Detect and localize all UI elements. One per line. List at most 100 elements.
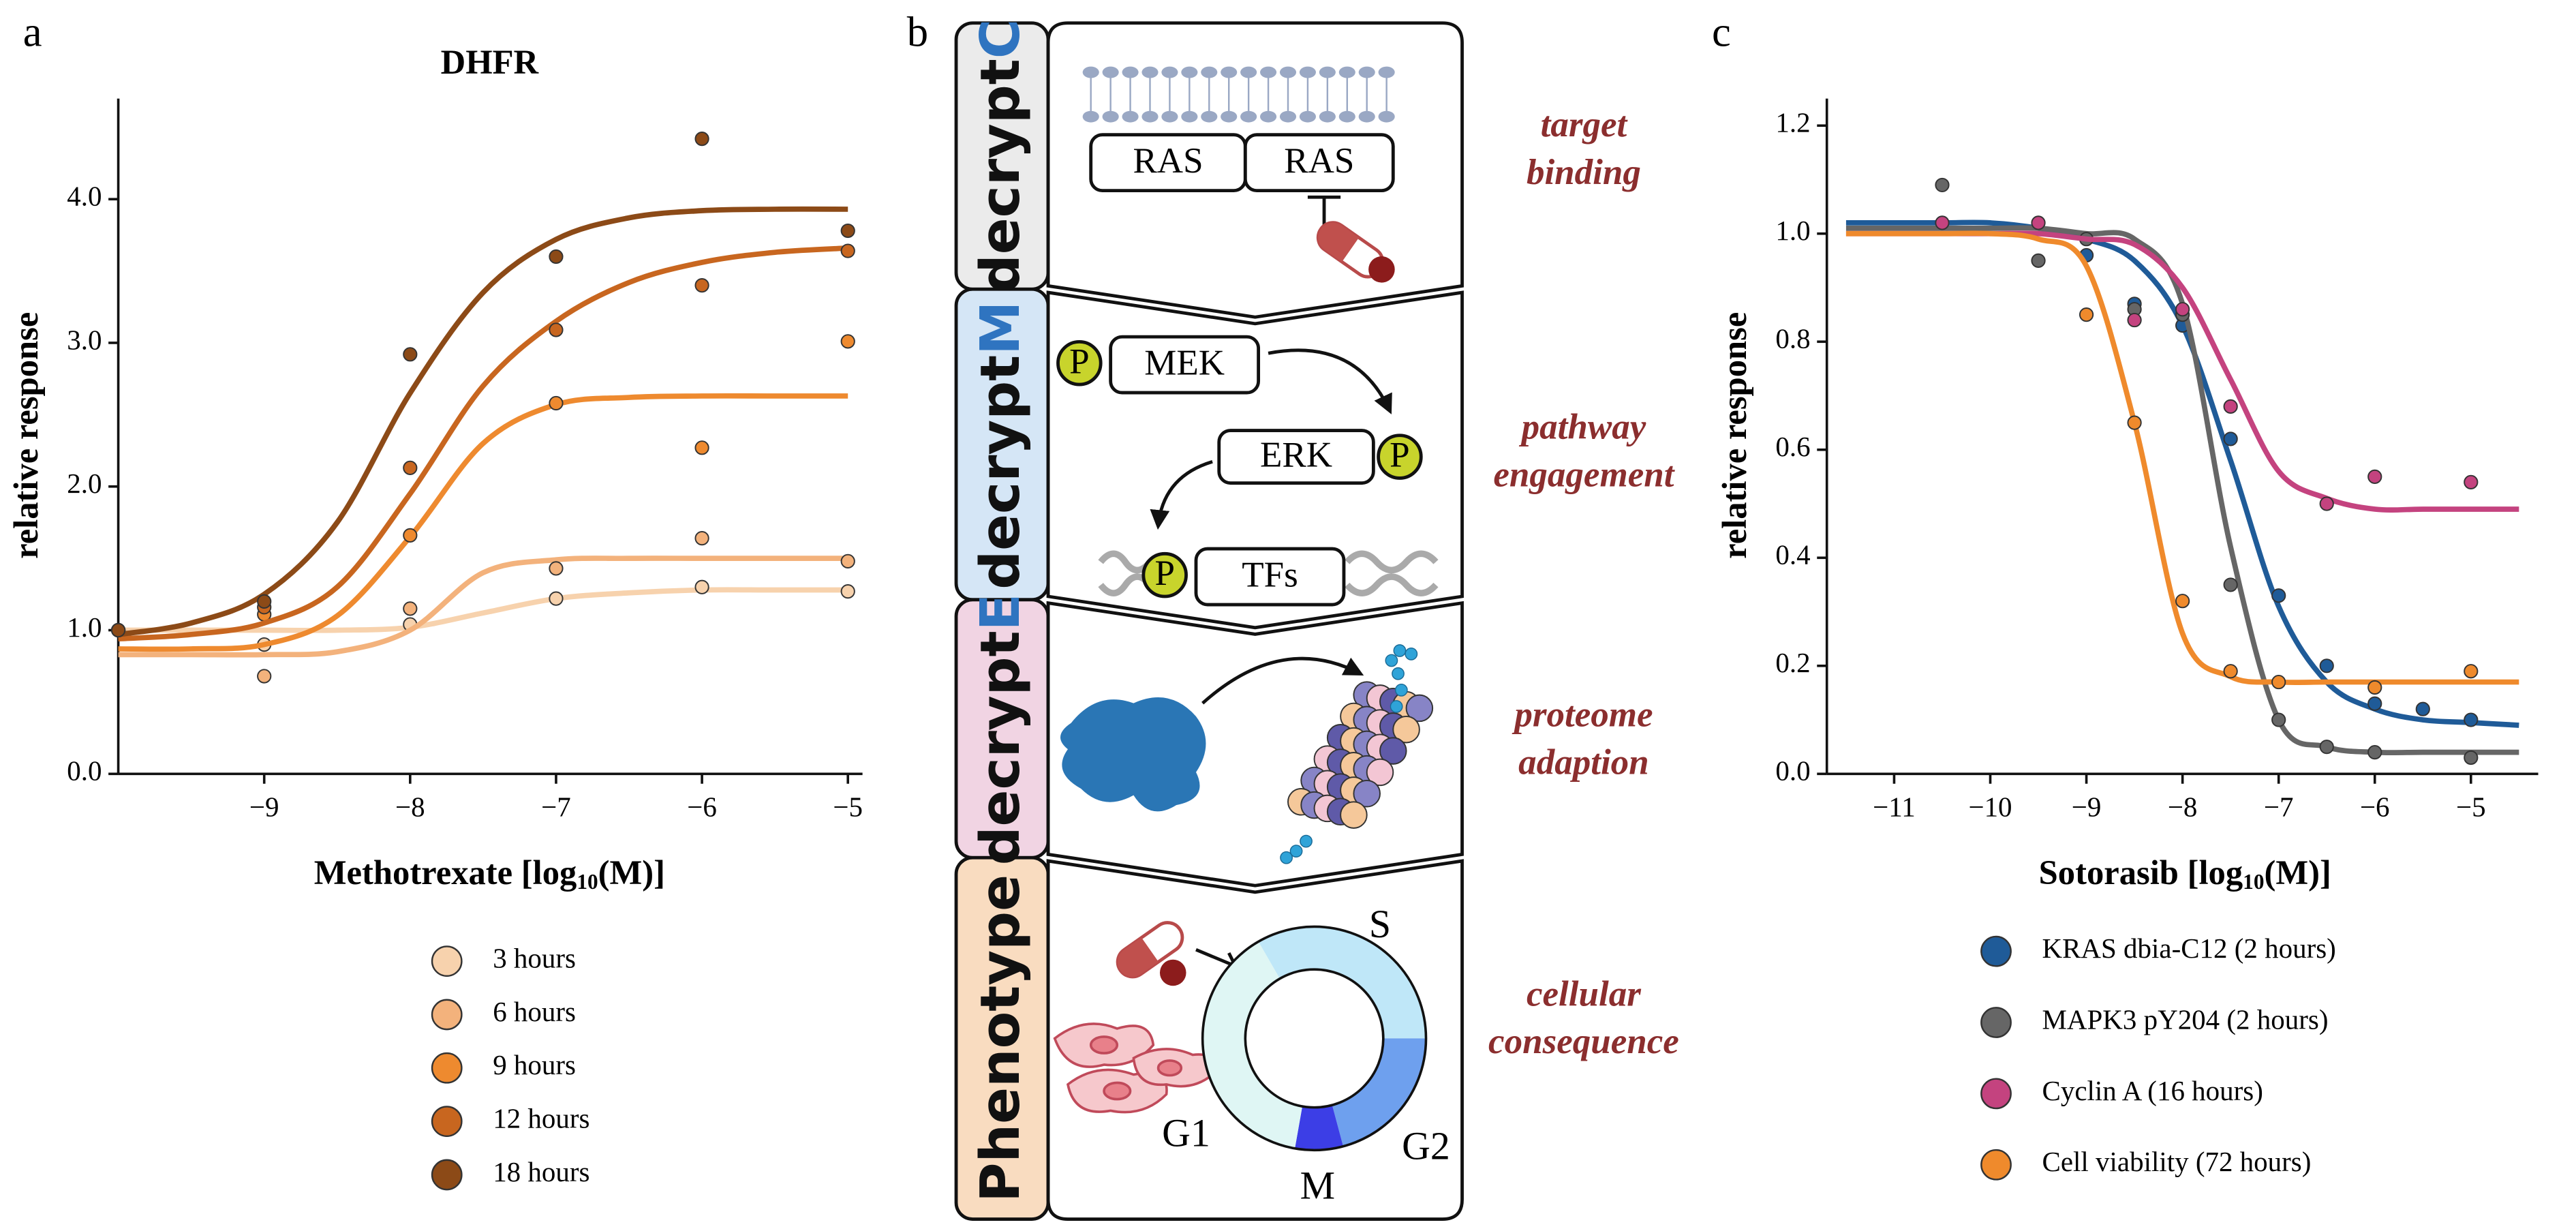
y-tick-label: 0.8: [1775, 323, 1810, 354]
x-tick-label: −9: [249, 791, 279, 823]
panel-label: b: [907, 7, 928, 55]
lipid-head: [1082, 110, 1099, 123]
lipid-head: [1102, 66, 1119, 78]
proteasome: [1280, 644, 1434, 864]
data-point: [549, 395, 564, 411]
lipid-head: [1299, 66, 1316, 78]
phase-arc: [1331, 1037, 1426, 1147]
stage-label: binding: [1527, 153, 1641, 192]
tab-suffix: M: [968, 301, 1032, 355]
x-axis-label-part: Methotrexate [log: [314, 853, 577, 891]
lipid-head: [1338, 110, 1355, 123]
data-point: [2175, 594, 2190, 609]
y-tick-label: 1.0: [67, 611, 102, 643]
phase-label: G1: [1162, 1110, 1210, 1155]
lipid-head: [1082, 66, 1099, 78]
data-point: [2415, 701, 2430, 716]
data-point: [257, 669, 272, 684]
data-point: [1935, 215, 1950, 230]
lipid-head: [1279, 66, 1297, 78]
fit-curve: [1845, 230, 2519, 513]
data-point: [694, 440, 709, 455]
x-tick-label: −6: [687, 791, 717, 823]
y-tick-label: 4.0: [67, 181, 102, 212]
lipid-head: [1319, 66, 1336, 78]
data-point: [2223, 399, 2238, 414]
y-tick-label: 1.0: [1775, 215, 1810, 246]
data-point: [2271, 674, 2286, 690]
data-point: [549, 249, 564, 264]
lipid-head: [1181, 110, 1198, 123]
peptide: [1289, 845, 1303, 858]
lipid-head: [1122, 110, 1139, 123]
legend-marker: [431, 945, 463, 977]
data-point: [110, 622, 126, 638]
x-tick-label: −8: [395, 791, 425, 823]
lipid-head: [1141, 110, 1159, 123]
legend-label: Cell viability (72 hours): [2042, 1146, 2312, 1177]
y-tick-label: 1.2: [1775, 107, 1810, 138]
lipid-head: [1338, 66, 1355, 78]
charts: DHFR relative response Methotrexate [log10…: [7, 43, 2539, 1191]
y-tick-label: 0.2: [1775, 647, 1810, 678]
peptide: [1394, 683, 1408, 697]
data-point: [840, 584, 855, 599]
y-axis-label: relative response: [7, 312, 45, 559]
membrane: [1082, 66, 1395, 123]
peptide: [1280, 851, 1293, 864]
proteasome-subunit: [1353, 779, 1381, 808]
data-point: [2223, 431, 2238, 446]
data-point: [840, 243, 855, 258]
fit-curve: [118, 245, 848, 642]
lipid-head: [1279, 110, 1297, 123]
drug-icon: [1116, 921, 1184, 979]
chart-title: DHFR: [441, 43, 539, 81]
x-axis-label-part: 10: [577, 870, 598, 894]
legend-label: KRAS dbia-C12 (2 hours): [2042, 932, 2336, 964]
data-point: [2319, 740, 2334, 755]
proteasome-subunit: [1340, 801, 1368, 829]
legend-marker: [431, 1052, 463, 1084]
phospho-label: P: [1390, 436, 1410, 475]
stage-label: target: [1541, 105, 1629, 145]
lipid-head: [1299, 110, 1316, 123]
lipid-head: [1358, 66, 1375, 78]
data-point: [2464, 750, 2479, 765]
legend-label: MAPK3 pY204 (2 hours): [2042, 1003, 2329, 1035]
x-tick-label: −6: [2360, 791, 2390, 823]
y-tick-label: 0.4: [1775, 539, 1810, 571]
mek-label: MEK: [1144, 344, 1225, 383]
y-tick-label: 0.0: [1775, 755, 1810, 787]
tab-suffix: C: [968, 19, 1032, 59]
data-point: [2031, 253, 2046, 268]
data-point: [2319, 658, 2334, 673]
x-axis-label-part: (M)]: [2264, 853, 2331, 891]
fit-curve: [118, 556, 848, 658]
erk-label: ERK: [1260, 436, 1332, 475]
y-tick-label: 2.0: [67, 468, 102, 499]
data-point: [403, 347, 418, 362]
tfs-box: [1194, 547, 1346, 607]
x-tick-label: −7: [2264, 791, 2294, 823]
data-point: [840, 223, 855, 239]
data-point: [2127, 312, 2142, 328]
data-point: [2127, 415, 2142, 430]
dna: [1098, 550, 1439, 596]
legend-marker: [431, 999, 463, 1031]
data-point: [549, 322, 564, 337]
x-tick-label: −9: [2072, 791, 2102, 823]
drug-icon: [1159, 959, 1186, 986]
drug-icon: [1316, 221, 1385, 279]
proteasome-subunit: [1379, 737, 1407, 765]
data-point: [2223, 664, 2238, 679]
data-point: [1935, 177, 1950, 193]
panel-label: a: [23, 7, 42, 55]
peptide: [1385, 654, 1398, 667]
phase-label: S: [1369, 902, 1391, 946]
data-point: [2367, 680, 2382, 695]
phase-label: G2: [1402, 1124, 1450, 1168]
y-tick-label: 0.0: [67, 755, 102, 787]
ras-label: RAS: [1284, 141, 1354, 181]
